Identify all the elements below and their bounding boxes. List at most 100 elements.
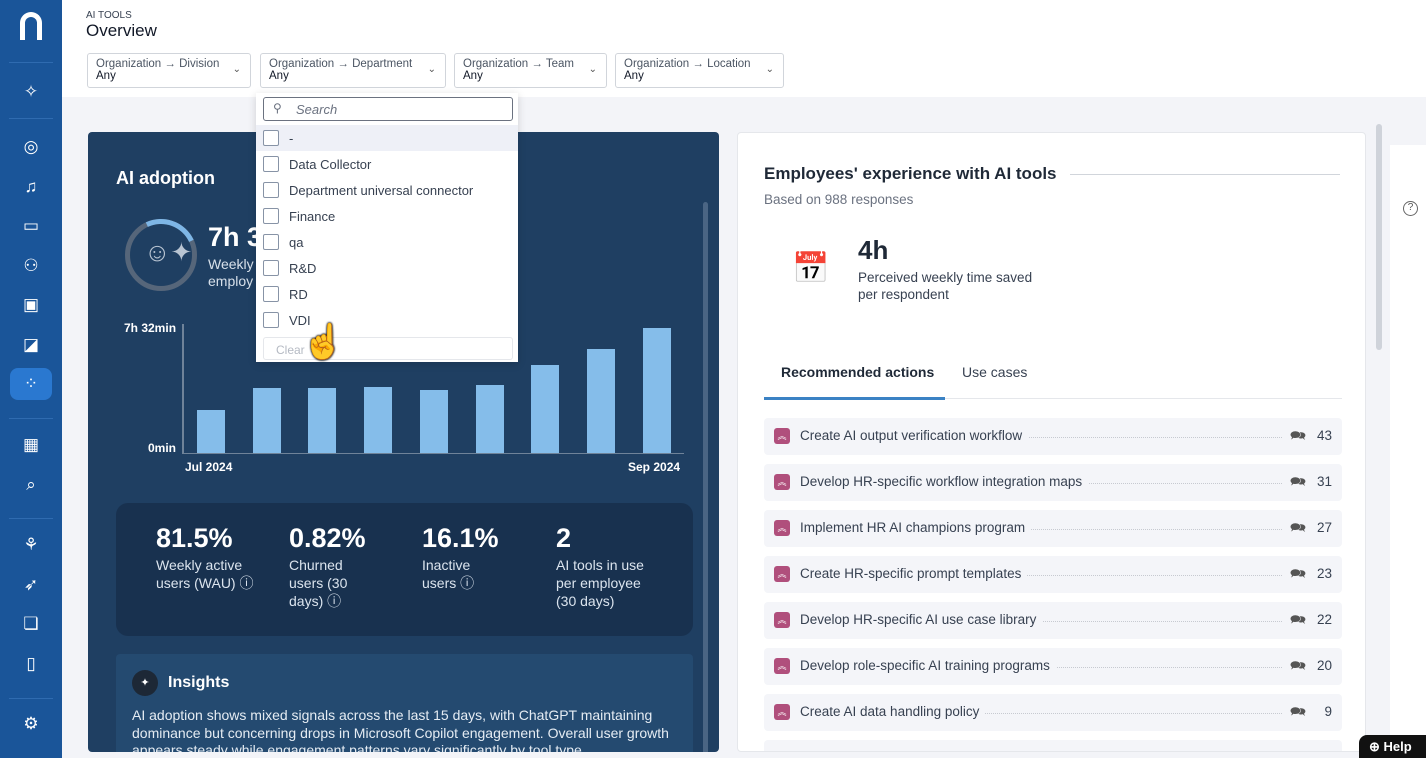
chart-bar[interactable]	[364, 386, 393, 453]
option-label: Department universal connector	[289, 183, 474, 198]
comment-count: 43	[1316, 428, 1332, 443]
clear-button[interactable]: Clear	[263, 337, 513, 360]
bell-icon: ♫	[24, 177, 38, 196]
chart-bar[interactable]	[252, 388, 281, 453]
page-title: Overview	[86, 21, 157, 40]
priority-high-icon: ︽	[774, 566, 790, 582]
tab-use-cases[interactable]: Use cases	[962, 364, 1028, 380]
chart-bar[interactable]	[475, 384, 504, 453]
sidebar-item-chat[interactable]: ❏	[10, 608, 52, 640]
x-tick-label: Jul 2024	[185, 460, 233, 474]
dropdown-option[interactable]: qa	[256, 229, 518, 255]
sidebar-item-people[interactable]: ⚇	[10, 250, 52, 282]
dropdown-option[interactable]: Finance	[256, 203, 518, 229]
sidebar-item-grid[interactable]: ▦	[10, 429, 52, 461]
filter-division[interactable]: Organization → Division Any ⌄	[87, 53, 251, 88]
card-title: AI adoption	[116, 168, 215, 188]
checkbox[interactable]	[263, 286, 279, 302]
sidebar-item-ai-tools[interactable]: ⁘	[10, 368, 52, 400]
dropdown-option[interactable]: R&D	[256, 255, 518, 281]
comments-icon: 🗪	[1289, 658, 1306, 673]
checkbox[interactable]	[263, 208, 279, 224]
list-item[interactable]: ︽ Create AI data handling policy 🗪 9	[764, 694, 1342, 731]
filter-value: Any	[624, 70, 644, 82]
info-icon[interactable]: ⓘ	[460, 575, 475, 591]
sidebar-divider	[9, 698, 53, 699]
sidebar-item-rocket[interactable]: ➶	[10, 569, 52, 601]
list-item[interactable]	[764, 740, 1342, 751]
sidebar-divider	[9, 418, 53, 419]
label-line: employ	[208, 273, 254, 289]
checkbox[interactable]	[263, 156, 279, 172]
comments-icon: 🗪	[1289, 612, 1306, 627]
checkbox[interactable]	[263, 234, 279, 250]
book-icon: ▯	[26, 654, 36, 673]
filter-label: Organization → Division	[96, 58, 220, 70]
ai-search-icon: ✧	[23, 82, 39, 101]
page-scrollbar[interactable]	[1376, 124, 1382, 350]
dropdown-option[interactable]: Data Collector	[256, 151, 518, 177]
list-item[interactable]: ︽ Develop role-specific AI training progr…	[764, 648, 1342, 685]
dropdown-option[interactable]: Department universal connector	[256, 177, 518, 203]
list-item[interactable]: ︽ Develop HR-specific AI use case library…	[764, 602, 1342, 639]
sidebar-item-compass[interactable]: ◎	[10, 131, 52, 163]
stat-label: Inactive users ⓘ	[422, 556, 492, 592]
filter-label: Organization → Location	[624, 58, 751, 70]
logo[interactable]	[20, 12, 42, 40]
sidebar-item-workflow[interactable]: ⚘	[10, 529, 52, 561]
chart-bar[interactable]	[642, 328, 671, 453]
chart-bar[interactable]	[308, 388, 337, 453]
card-title: Employees' experience with AI tools	[764, 164, 1057, 183]
action-label: Create HR-specific prompt templates	[800, 566, 1028, 581]
info-icon[interactable]: ⓘ	[327, 593, 342, 609]
option-label: -	[289, 131, 294, 146]
grid-icon: ▦	[22, 435, 40, 454]
sidebar-item-edit-board[interactable]: ◪	[10, 329, 52, 361]
sidebar-item-scan-search[interactable]: ⌕	[10, 469, 52, 501]
ai-tools-icon: ⁘	[23, 374, 39, 393]
list-item[interactable]: ︽ Implement HR AI champions program 🗪 27	[764, 510, 1342, 547]
tab-recommended-actions[interactable]: Recommended actions	[781, 364, 935, 380]
chart-bar[interactable]	[586, 349, 615, 453]
option-label: VDI	[289, 313, 311, 328]
comment-count: 20	[1316, 658, 1332, 673]
search-input[interactable]: ⚲ Search	[263, 97, 513, 121]
sidebar-item-devices[interactable]: ▣	[10, 289, 52, 321]
list-item[interactable]: ︽ Create HR-specific prompt templates 🗪 23	[764, 556, 1342, 593]
y-tick-label: 0min	[148, 441, 177, 455]
dropdown-option[interactable]: RD	[256, 281, 518, 307]
sparkle-icon: ✦	[132, 670, 158, 696]
chart-bar[interactable]	[419, 389, 448, 453]
weekly-time-label: Weekly employ	[208, 256, 254, 290]
sidebar-item-gear[interactable]: ⚙	[10, 708, 52, 740]
list-item[interactable]: ︽ Create AI output verification workflow 🗪…	[764, 418, 1342, 455]
dropdown-option[interactable]: VDI	[256, 307, 518, 333]
list-item[interactable]: ︽ Develop HR-specific workflow integratio…	[764, 464, 1342, 501]
card-scrollbar[interactable]	[703, 202, 708, 752]
chevron-down-icon: ⌄	[765, 64, 774, 75]
checkbox[interactable]	[263, 260, 279, 276]
checkbox[interactable]	[263, 312, 279, 328]
checkbox[interactable]	[263, 182, 279, 198]
stat-label: Churned users (30 days) ⓘ	[289, 556, 369, 610]
hand-cursor-icon: ☝	[302, 323, 345, 361]
option-label: R&D	[289, 261, 317, 276]
sidebar-item-dashboard-chart[interactable]: ▭	[10, 210, 52, 242]
info-icon[interactable]: ⓘ	[239, 575, 254, 591]
dropdown-option[interactable]: -	[256, 125, 518, 151]
stat-label-text: Inactive users	[422, 557, 471, 591]
question-icon[interactable]: ?	[1403, 201, 1418, 216]
sidebar-divider	[9, 518, 53, 519]
insights-text: AI adoption shows mixed signals across t…	[132, 707, 669, 752]
rocket-icon: ➶	[23, 575, 39, 594]
sidebar-item-book[interactable]: ▯	[10, 648, 52, 680]
chart-bar[interactable]	[531, 365, 560, 453]
checkbox[interactable]	[263, 130, 279, 146]
sidebar-item-bell[interactable]: ♫	[10, 171, 52, 203]
filter-location[interactable]: Organization → Location Any ⌄	[615, 53, 784, 88]
sidebar-item-ai-search[interactable]: ✧	[10, 76, 52, 108]
chart-bar[interactable]	[197, 410, 225, 453]
filter-team[interactable]: Organization → Team Any ⌄	[454, 53, 607, 88]
filter-department[interactable]: Organization → Department Any ⌄	[260, 53, 446, 88]
help-button[interactable]: ⊕ Help	[1359, 735, 1426, 758]
